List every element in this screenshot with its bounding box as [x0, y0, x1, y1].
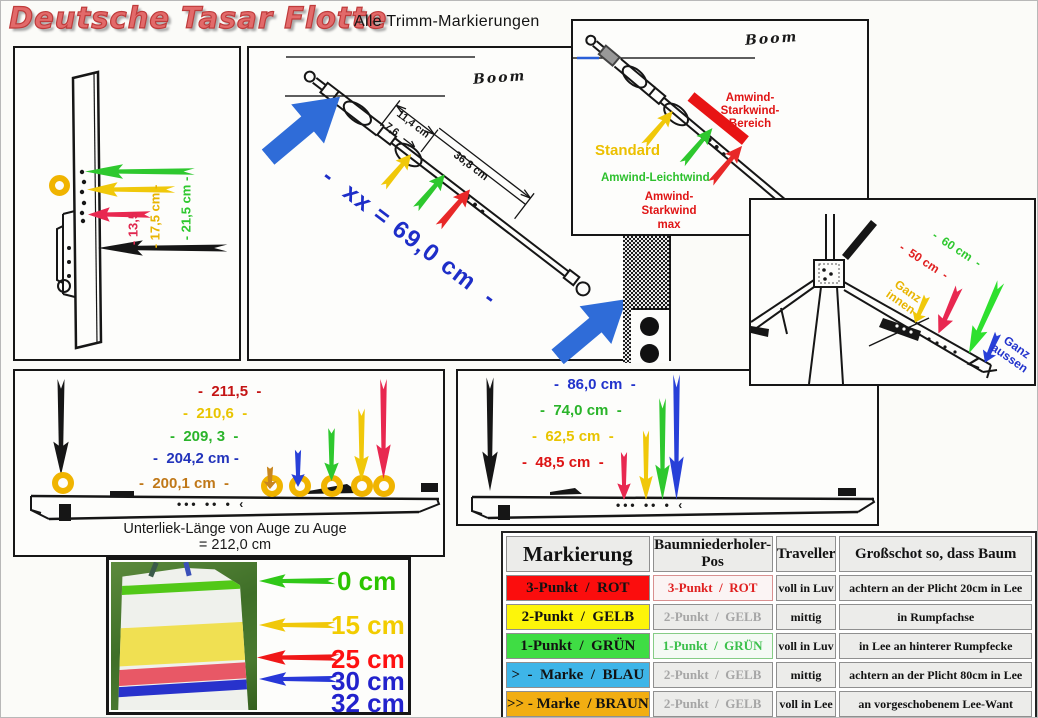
traveller-cell: mittig: [775, 662, 837, 688]
mast-measure-yellow: - 17,5 cm -: [147, 184, 163, 249]
eyes-measure-yellow: - 210,6 -: [183, 405, 248, 422]
green-arrow-icon: [259, 574, 336, 588]
mast-measure-green: - 21,5 cm -: [178, 176, 194, 241]
mast-marks-panel: - 13,5 - 17,5 cm - - 21,5 cm -: [13, 46, 241, 361]
sail-label-0: 0 cm: [337, 566, 397, 596]
mast-drawing: [56, 70, 103, 350]
rivet-dots: ••• •• • ‹: [177, 497, 247, 511]
mast-hole: [640, 317, 659, 336]
table-header-row: Markierung Baumniederholer-Pos Traveller…: [506, 536, 1032, 572]
table-row: 3-Punkt / ROT 3-Punkt / ROT voll in Luv …: [506, 575, 1032, 601]
leichtwind-label: Amwind-Leichtwind: [601, 172, 710, 184]
boom-eyes-panel: - 211,5 - - 210,6 - - 209, 3 - - 204,2 c…: [13, 369, 445, 557]
mast-measure-red: - 13,5: [125, 211, 141, 246]
grossschot-cell: in Rumpfachse: [839, 604, 1032, 630]
dist-measure-green: - 74,0 cm -: [540, 402, 622, 419]
sail-photo-panel: 0 cm 15 cm 25 cm 30 cm 32 cm: [106, 557, 411, 718]
eyes-measure-brown: - 200,1 cm -: [139, 475, 230, 492]
grossschot-cell: an vorgeschobenem Lee-Want: [839, 691, 1032, 717]
unterliek-caption-value: = 212,0 cm: [198, 537, 272, 553]
mast-hole: [640, 344, 659, 363]
zones-drawing: [573, 34, 808, 224]
header-markierung: Markierung: [506, 536, 650, 572]
standard-label: Standard: [595, 142, 661, 159]
spreader-panel: - 60 cm - - 50 cm - Ganz innen Ganz auss…: [749, 198, 1036, 386]
dist-measure-red: - 48,5 cm -: [522, 454, 604, 471]
pos-cell: 3-Punkt / ROT: [652, 575, 773, 601]
mark-cell-braun: >> - Marke / BRAUN: [506, 691, 650, 717]
grossschot-cell: achtern an der Plicht 20cm in Lee: [839, 575, 1032, 601]
header-traveller: Traveller: [775, 536, 837, 572]
yellow-band: [118, 621, 249, 667]
mark-cell-blau: > - Marke / BLAU: [506, 662, 650, 688]
traveller-cell: mittig: [775, 604, 837, 630]
eyes-measure-red: - 211,5 -: [198, 383, 262, 400]
sail-label-25: 25 cm: [331, 644, 405, 674]
sail-label-32: 32 cm: [331, 688, 405, 718]
grossschot-cell: achtern an der Plicht 80cm in Lee: [839, 662, 1032, 688]
trim-table: Markierung Baumniederholer-Pos Traveller…: [501, 531, 1037, 717]
mast-eye-ring: [49, 175, 70, 196]
table-row: >> - Marke / BRAUN 2-Punkt / GELB voll i…: [506, 691, 1032, 717]
traveller-cell: voll in Luv: [775, 633, 837, 659]
sail-label-30: 30 cm: [331, 666, 405, 696]
yellow-arrow-icon: [259, 618, 336, 632]
table-row: 1-Punkt / GRÜN 1-Punkt / GRÜN voll in Lu…: [506, 633, 1032, 659]
dim-11-4: 11,4 cm: [394, 108, 431, 141]
zone-band-label: Amwind- Starkwind- Bereich: [720, 92, 780, 131]
mast-hole-box: [631, 308, 669, 363]
eyes-measure-green: - 209, 3 -: [170, 428, 239, 445]
sail-photo: [111, 562, 257, 710]
starkwind-max-label: Amwind-Starkwind max: [641, 191, 697, 231]
rivet-dots: ••• •• • ‹: [616, 498, 686, 512]
red-arrow-icon: [257, 650, 340, 665]
page-subtitle: Alle Trimm-Markierungen: [354, 13, 540, 30]
unterliek-caption: Unterliek-Länge von Auge zu Auge: [123, 521, 347, 537]
dist-measure-yellow: - 62,5 cm -: [532, 428, 614, 445]
eyes-measure-blue: - 204,2 cm -: [153, 450, 239, 467]
mark-cell-rot: 3-Punkt / ROT: [506, 575, 650, 601]
boom-eye-ring: [373, 475, 395, 497]
pos-cell: 2-Punkt / GELB: [652, 662, 773, 688]
traveller-cell: voll in Luv: [775, 575, 837, 601]
dim-36-8: 36,8 cm: [451, 149, 491, 183]
page-title: Deutsche Tasar Flotte: [8, 1, 388, 36]
sail-label-15: 15 cm: [331, 610, 405, 640]
pos-cell: 1-Punkt / GRÜN: [652, 633, 773, 659]
wind-zones-panel: Boom Amwind- Starkwind- Bereich Standard…: [571, 19, 869, 236]
header-grossschot: Großschot so, dass Baum: [839, 536, 1032, 572]
mast-section-texture: [623, 230, 669, 310]
grossschot-cell: in Lee an hinterer Rumpfecke: [839, 633, 1032, 659]
boom-distances-panel: - 86,0 cm - - 74,0 cm - - 62,5 cm - - 48…: [456, 369, 879, 526]
dist-measure-blue: - 86,0 cm -: [554, 376, 636, 393]
spreader-drawing: [751, 214, 998, 384]
boom-eye-ring: [52, 472, 74, 494]
traveller-cell: voll in Lee: [775, 691, 837, 717]
boom-drawing: [471, 488, 876, 520]
mast-section-texture: [623, 310, 631, 363]
sail-shape: [118, 567, 249, 710]
table-row: > - Marke / BLAU 2-Punkt / GELB mittig a…: [506, 662, 1032, 688]
mark-cell-gelb: 2-Punkt / GELB: [506, 604, 650, 630]
blue-arrow-icon: [259, 672, 338, 686]
green-band: [118, 579, 241, 596]
table-row: 2-Punkt / GELB 2-Punkt / GELB mittig in …: [506, 604, 1032, 630]
dim-7-6: 7,6: [382, 120, 401, 139]
mark-cell-gruen: 1-Punkt / GRÜN: [506, 633, 650, 659]
header-baumniederholer: Baumniederholer-Pos: [652, 536, 773, 572]
pos-cell: 2-Punkt / GELB: [652, 691, 773, 717]
pos-cell: 2-Punkt / GELB: [652, 604, 773, 630]
